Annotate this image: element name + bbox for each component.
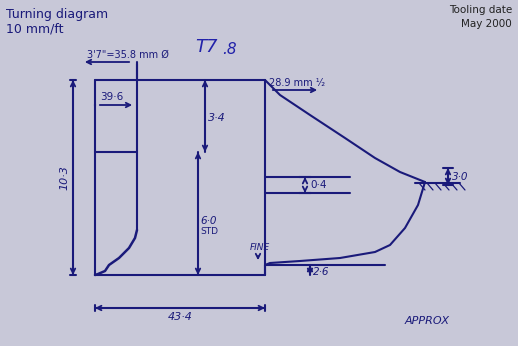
Text: 6·0: 6·0 [200, 217, 217, 227]
Text: 3·4: 3·4 [208, 113, 226, 123]
Text: Tooling date
May 2000: Tooling date May 2000 [449, 5, 512, 29]
Text: APPROX: APPROX [405, 316, 450, 326]
Text: FINE: FINE [250, 243, 270, 252]
Text: 3·0: 3·0 [452, 172, 468, 182]
Text: 39·6: 39·6 [100, 92, 123, 102]
Text: Turning diagram: Turning diagram [6, 8, 108, 21]
Text: STD: STD [200, 227, 218, 236]
Text: 28.9 mm ¹⁄₂: 28.9 mm ¹⁄₂ [269, 78, 325, 88]
Text: 43·4: 43·4 [167, 312, 193, 322]
Text: 10 mm/ft: 10 mm/ft [6, 22, 64, 35]
Text: 0·4: 0·4 [310, 180, 326, 190]
Text: T7: T7 [195, 38, 218, 56]
Text: 2·6: 2·6 [313, 267, 329, 277]
Text: 10·3: 10·3 [59, 165, 69, 190]
Text: 3'7"=35.8 mm Ø: 3'7"=35.8 mm Ø [87, 50, 169, 60]
Text: .8: .8 [222, 42, 237, 57]
